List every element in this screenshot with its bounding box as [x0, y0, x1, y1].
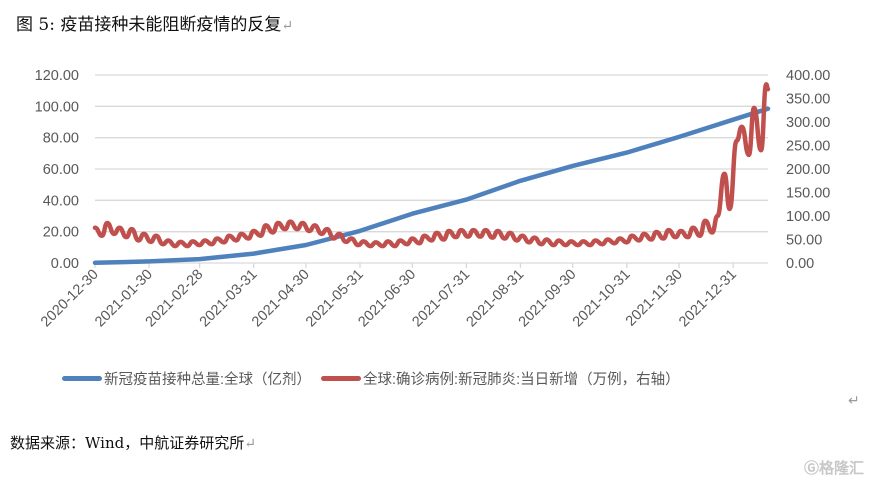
y-right-tick-label: 50.00 [786, 233, 822, 249]
y-left-tick-label: 60.00 [43, 162, 79, 178]
watermark-logo: Ⓖ格隆汇 [803, 460, 864, 477]
x-tick-label: 2021-12-31 [676, 267, 740, 331]
y-right-tick-label: 150.00 [786, 186, 830, 202]
y-left-tick-label: 80.00 [43, 131, 79, 147]
series-line-cases [92, 82, 771, 249]
legend-swatch-cases [321, 376, 362, 381]
legend: 新冠疫苗接种总量:全球（亿剂） 全球:确诊病例:新冠肺炎:当日新增（万例，右轴） [62, 368, 680, 389]
y-right-tick-label: 250.00 [786, 139, 830, 155]
y-right-tick-label: 400.00 [786, 68, 830, 84]
y-left-tick-label: 120.00 [35, 68, 79, 84]
legend-label-vaccine: 新冠疫苗接种总量:全球（亿剂） [104, 372, 312, 388]
figure-title: 图 5: 疫苗接种未能阻断疫情的反复↵ [16, 10, 293, 35]
return-mark: ↵ [244, 436, 256, 452]
source-note: 数据来源：Wind，中航证券研究所↵ [10, 432, 256, 453]
source-text: 数据来源：Wind，中航证券研究所 [10, 434, 245, 452]
legend-label-cases: 全球:确诊病例:新冠肺炎:当日新增（万例，右轴） [363, 372, 680, 388]
y-right-tick-label: 300.00 [786, 115, 830, 131]
y-right-tick-label: 200.00 [786, 162, 830, 178]
y-left-tick-label: 100.00 [35, 99, 79, 115]
figure-title-text: 图 5: 疫苗接种未能阻断疫情的反复 [16, 15, 282, 35]
x-tick-label: 2021-07-31 [409, 267, 473, 331]
y-right-tick-label: 100.00 [786, 209, 830, 225]
y-left-tick-label: 40.00 [43, 193, 79, 209]
y-right-tick-label: 0.00 [786, 256, 814, 272]
return-mark: ↵ [281, 18, 294, 34]
y-left-tick-label: 20.00 [43, 225, 79, 241]
y-left-tick-label: 0.00 [51, 256, 79, 272]
series-line-vaccine [92, 106, 771, 266]
x-tick-label: 2020-12-30 [38, 267, 102, 331]
y-right-tick-label: 350.00 [786, 92, 830, 108]
legend-swatch-vaccine [62, 376, 102, 381]
return-mark: ↵ [848, 392, 860, 408]
